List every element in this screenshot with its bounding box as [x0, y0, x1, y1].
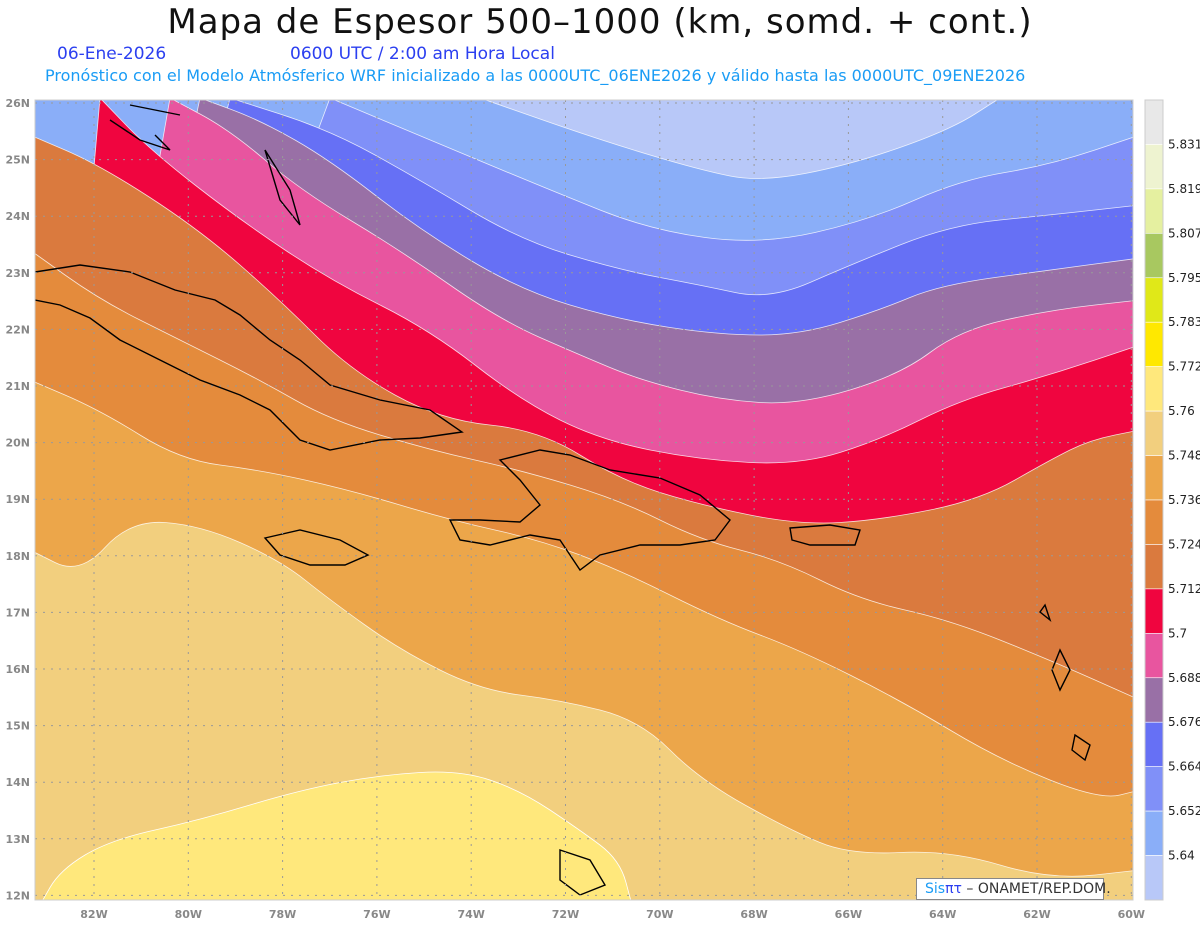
- lat-label: 18N: [5, 550, 30, 563]
- credit-text: – ONAMET/REP.DOM.: [961, 881, 1111, 897]
- map-title: Mapa de Espesor 500–1000 (km, somd. + co…: [167, 2, 1033, 42]
- credit-box: Sisπτ – ONAMET/REP.DOM.: [916, 878, 1111, 900]
- lon-label: 66W: [835, 908, 862, 921]
- colorbar-swatch: [1144, 677, 1164, 723]
- lat-label: 19N: [5, 493, 30, 506]
- lon-label: 72W: [552, 908, 579, 921]
- coastline: [1071, 733, 1091, 762]
- model-info: Pronóstico con el Modelo Atmósferico WRF…: [45, 66, 1026, 85]
- lat-label: 26N: [5, 97, 30, 110]
- colorbar-label: 5.748: [1168, 449, 1200, 463]
- colorbar-swatch: [1144, 810, 1164, 856]
- colorbar-swatch: [1144, 144, 1164, 190]
- lat-label: 15N: [5, 720, 30, 733]
- colorbar-swatch: [1144, 455, 1164, 501]
- colorbar-label: 5.712: [1168, 582, 1200, 596]
- lat-label: 20N: [5, 437, 30, 450]
- lat-label: 12N: [5, 889, 30, 902]
- colorbar-swatch: [1144, 855, 1164, 901]
- colorbar-label: 5.7: [1168, 626, 1187, 640]
- colorbar-label: 5.807: [1168, 226, 1200, 240]
- lon-label: 76W: [363, 908, 390, 921]
- lon-label: 70W: [646, 908, 673, 921]
- map-layers: [35, 100, 1133, 900]
- coastline: [559, 849, 607, 896]
- colorbar-swatch: [1144, 499, 1164, 545]
- colorbar-label: 5.652: [1168, 804, 1200, 818]
- colorbar-label: 5.76: [1168, 404, 1195, 418]
- lon-label: 68W: [740, 908, 767, 921]
- coastline: [448, 449, 731, 572]
- colorbar-swatch: [1144, 99, 1164, 145]
- colorbar-label: 5.831: [1168, 137, 1200, 151]
- colorbar-swatch: [1144, 588, 1164, 634]
- colorbar-swatch: [1144, 233, 1164, 279]
- colorbar-swatch: [1144, 544, 1164, 590]
- forecast-date: 06-Ene-2026: [57, 44, 167, 64]
- map-frame: [34, 99, 1134, 901]
- colorbar-swatch: [1144, 766, 1164, 812]
- lat-label: 24N: [5, 210, 30, 223]
- lon-label: 62W: [1023, 908, 1050, 921]
- lon-label: 74W: [457, 908, 484, 921]
- credit-pi: πτ: [945, 881, 962, 897]
- lat-label: 16N: [5, 663, 30, 676]
- lat-label: 25N: [5, 154, 30, 167]
- colorbar-swatch: [1144, 633, 1164, 679]
- colorbar-swatch: [1144, 721, 1164, 767]
- colorbar-label: 5.819: [1168, 182, 1200, 196]
- colorbar-label: 5.688: [1168, 671, 1200, 685]
- band-5.64: [484, 100, 998, 179]
- colorbar-label: 5.676: [1168, 715, 1200, 729]
- coastline: [263, 529, 370, 566]
- forecast-time: 0600 UTC / 2:00 am Hora Local: [290, 44, 555, 64]
- colorbar-swatch: [1144, 410, 1164, 456]
- lat-label: 22N: [5, 323, 30, 336]
- colorbar-label: 5.795: [1168, 271, 1200, 285]
- lat-label: 14N: [5, 776, 30, 789]
- colorbar-label: 5.783: [1168, 315, 1200, 329]
- lon-label: 60W: [1118, 908, 1145, 921]
- coastline: [1051, 648, 1071, 692]
- coastline: [35, 264, 464, 451]
- lat-label: 17N: [5, 606, 30, 619]
- colorbar-swatch: [1144, 277, 1164, 323]
- colorbar-frame: [1144, 99, 1164, 901]
- credit-sis: Sis: [925, 881, 946, 897]
- lat-label: 23N: [5, 267, 30, 280]
- colorbar-label: 5.724: [1168, 537, 1200, 551]
- coastline: [789, 524, 861, 546]
- coastline: [1039, 603, 1052, 623]
- lon-label: 82W: [80, 908, 107, 921]
- colorbar-swatch: [1144, 366, 1164, 412]
- lat-label: 13N: [5, 833, 30, 846]
- colorbar-label: 5.64: [1168, 849, 1195, 863]
- lon-label: 80W: [175, 908, 202, 921]
- lon-label: 64W: [929, 908, 956, 921]
- colorbar-label: 5.772: [1168, 360, 1200, 374]
- colorbar-label: 5.664: [1168, 760, 1200, 774]
- colorbar-label: 5.736: [1168, 493, 1200, 507]
- coastline: [109, 104, 301, 226]
- colorbar-swatch: [1144, 188, 1164, 234]
- lon-label: 78W: [269, 908, 296, 921]
- colorbar-swatch: [1144, 321, 1164, 367]
- lat-label: 21N: [5, 380, 30, 393]
